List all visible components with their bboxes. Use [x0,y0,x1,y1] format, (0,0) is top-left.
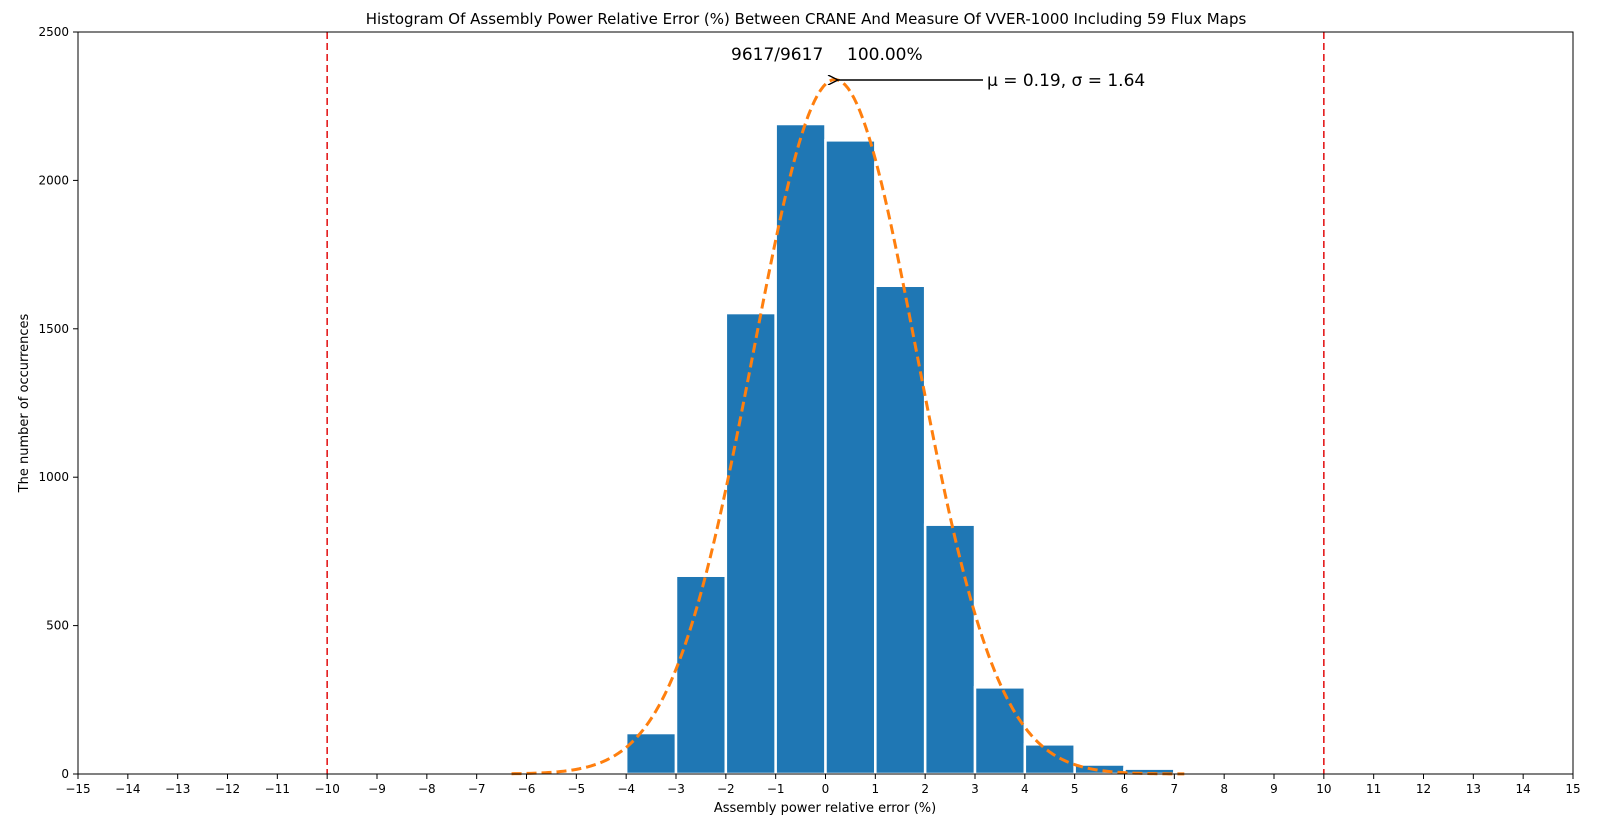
y-axis: 0 500 1000 1500 2000 2500 [38,25,78,781]
x-tick-label: −6 [518,782,536,796]
histogram-bar [674,574,728,776]
x-tick-label: −5 [567,782,585,796]
x-tick-label: 9 [1270,782,1278,796]
x-tick-label: −14 [115,782,140,796]
x-tick-label: −15 [65,782,90,796]
histogram-bar [774,122,827,776]
fit-curve-layer [511,78,1185,776]
x-tick-label: −2 [717,782,735,796]
count-annotation: 9617/9617 [731,45,823,65]
x-tick-label: 13 [1466,782,1481,796]
histogram-bar [624,731,678,776]
y-tick-label: 500 [46,619,69,633]
y-tick-label: 2500 [38,25,69,39]
x-tick-label: −13 [165,782,190,796]
x-tick-label: 3 [971,782,979,796]
y-tick-label: 1000 [38,470,69,484]
bars-layer [575,122,1226,776]
x-tick-label: −7 [468,782,486,796]
fit-mu-text: μ = 0.19, [987,71,1072,91]
x-axis: −15 −14 −13 −12 −11 −10 −9 −8 −7 −6 −5 −4 −3 −2 −1 0 1 2 3… [65,774,1581,796]
histogram-bar [973,686,1027,776]
x-tick-label: 4 [1021,782,1029,796]
x-tick-label: 8 [1220,782,1228,796]
percent-annotation: 100.00% [847,45,923,65]
x-tick-label: 7 [1171,782,1179,796]
y-axis-label: The number of occurrences [17,313,32,493]
x-tick-label: 15 [1565,782,1580,796]
x-tick-label: 5 [1071,782,1079,796]
x-axis-label: Assembly power relative error (%) [714,801,936,816]
x-tick-label: −9 [368,782,386,796]
x-tick-label: 14 [1516,782,1531,796]
fit-sigma-text: σ = 1.64 [1072,71,1146,91]
x-tick-label: −4 [617,782,635,796]
limit-lines-layer [326,32,1325,774]
x-tick-label: 6 [1121,782,1129,796]
fit-curve [511,78,1185,776]
y-tick-label: 1500 [38,322,69,336]
fit-parameters-annotation: μ = 0.19, σ = 1.64 [987,71,1145,91]
x-tick-label: 0 [822,782,830,796]
x-tick-label: −3 [667,782,685,796]
x-tick-label: −1 [767,782,785,796]
histogram-bar [1023,743,1076,776]
x-tick-label: −8 [418,782,436,796]
x-tick-label: 2 [921,782,929,796]
x-tick-label: 12 [1416,782,1431,796]
y-tick-label: 0 [61,767,69,781]
histogram-bar [824,139,877,776]
x-tick-label: 1 [872,782,880,796]
histogram-bar [923,523,977,776]
x-tick-label: −12 [215,782,240,796]
x-tick-label: 11 [1366,782,1381,796]
x-tick-label: 10 [1316,782,1331,796]
chart-title: Histogram Of Assembly Power Relative Err… [366,10,1247,28]
x-tick-label: −11 [265,782,290,796]
y-tick-label: 2000 [38,173,69,187]
histogram-bar [724,311,777,776]
x-tick-label: −10 [315,782,340,796]
